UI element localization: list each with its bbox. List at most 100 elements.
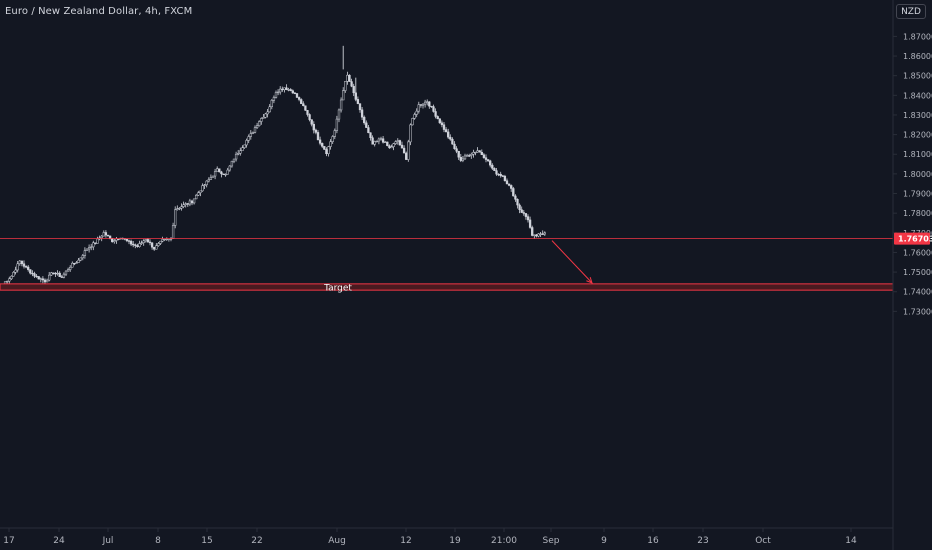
candle-body bbox=[81, 255, 84, 259]
price-tick-label: 1.84000 bbox=[903, 91, 932, 100]
price-tick-label: 1.78000 bbox=[903, 209, 932, 218]
candle-body bbox=[153, 246, 156, 250]
candle-body bbox=[94, 242, 97, 244]
candle-body bbox=[415, 110, 418, 115]
time-tick-label: 22 bbox=[251, 536, 262, 546]
candle-body bbox=[480, 151, 483, 156]
candle-body bbox=[426, 101, 429, 103]
candle-body bbox=[276, 91, 280, 94]
candle-body bbox=[241, 147, 244, 152]
currency-button[interactable]: NZD bbox=[896, 4, 926, 19]
candle-body bbox=[218, 168, 221, 173]
price-tick-label: 1.79000 bbox=[903, 190, 932, 199]
candle-body bbox=[360, 109, 364, 118]
time-axis[interactable]: 17 24 Jul 8 15 22 Aug 12 19 21:00 Sep 9 16 23 Oct 14 bbox=[3, 528, 857, 546]
candle-body bbox=[52, 272, 55, 274]
candle-body bbox=[199, 190, 202, 193]
candle-body bbox=[396, 140, 399, 142]
candle-body bbox=[176, 208, 179, 211]
candle-body bbox=[220, 171, 223, 175]
price-tick-label: 1.74000 bbox=[903, 288, 932, 297]
candle-body bbox=[226, 169, 229, 175]
time-tick-label: 8 bbox=[155, 536, 161, 546]
candle-body bbox=[440, 122, 444, 126]
candle-body bbox=[419, 104, 423, 106]
candle-body bbox=[48, 274, 51, 281]
candle-body bbox=[524, 213, 528, 217]
candle-body bbox=[155, 245, 158, 250]
candle-body bbox=[102, 232, 105, 237]
candle-body bbox=[398, 140, 402, 146]
candle-body bbox=[329, 141, 332, 147]
projection-arrow[interactable] bbox=[551, 240, 593, 284]
candle-body bbox=[514, 195, 517, 200]
candle-body bbox=[537, 233, 540, 237]
candle-body bbox=[518, 204, 521, 210]
candle-body bbox=[182, 204, 185, 207]
candle-body bbox=[33, 273, 36, 277]
candle-body bbox=[192, 198, 196, 204]
time-tick-label: Aug bbox=[328, 536, 346, 546]
candle-body bbox=[62, 273, 66, 278]
candle-body bbox=[375, 140, 378, 143]
candle-body bbox=[111, 237, 114, 243]
candle-body bbox=[337, 109, 341, 120]
target-zone[interactable] bbox=[0, 283, 894, 291]
candle-body bbox=[18, 260, 21, 265]
time-tick-label: 23 bbox=[697, 536, 708, 546]
candle-body bbox=[163, 238, 166, 241]
time-tick-label: 14 bbox=[845, 536, 857, 546]
candle-body bbox=[41, 278, 45, 281]
price-tick-label: 1.83000 bbox=[903, 111, 932, 120]
time-tick-label: 9 bbox=[601, 536, 607, 546]
candle-body bbox=[150, 242, 154, 248]
candle-body bbox=[314, 129, 318, 133]
candle-body bbox=[64, 270, 68, 275]
candle-body bbox=[358, 103, 362, 111]
price-tick-label: 1.75000 bbox=[903, 268, 932, 277]
candle-body bbox=[247, 136, 250, 141]
candle-body bbox=[413, 114, 416, 119]
candle-body bbox=[113, 240, 116, 243]
candle-body bbox=[43, 279, 47, 283]
candle-body bbox=[409, 124, 412, 143]
candle-body bbox=[436, 116, 439, 119]
candle-body bbox=[531, 227, 534, 236]
candle-body bbox=[310, 119, 313, 125]
candle-body bbox=[318, 139, 322, 144]
candle-body bbox=[497, 173, 500, 176]
candle-body bbox=[453, 143, 456, 149]
candle-body bbox=[174, 209, 177, 226]
candle-body bbox=[12, 272, 15, 277]
candle-body bbox=[129, 240, 133, 245]
symbol-title[interactable]: Euro / New Zealand Dollar, 4h, FXCM bbox=[5, 6, 193, 17]
candle-body bbox=[543, 232, 546, 235]
candle-body bbox=[495, 170, 498, 175]
candle-body bbox=[106, 234, 110, 237]
candle-body bbox=[474, 151, 477, 154]
candle-body bbox=[457, 150, 460, 158]
price-axis[interactable]: 1.87000 1.86000 1.85000 1.84000 1.83000 1.820… bbox=[893, 32, 932, 316]
candle-body bbox=[493, 168, 496, 171]
candle-body bbox=[478, 150, 481, 153]
candle-body bbox=[197, 192, 200, 196]
candle-body bbox=[213, 171, 217, 177]
candle-body bbox=[138, 243, 141, 247]
candle-body bbox=[37, 276, 40, 280]
candle-body bbox=[134, 244, 137, 246]
candle-body bbox=[10, 275, 13, 280]
candle-body bbox=[541, 233, 544, 235]
price-tick-label: 1.76000 bbox=[903, 248, 932, 257]
candle-body bbox=[325, 149, 328, 155]
price-tick-label: 1.85000 bbox=[903, 72, 932, 81]
candle-body bbox=[344, 81, 347, 91]
candle-body bbox=[400, 144, 404, 149]
candle-body bbox=[31, 272, 34, 275]
candle-body bbox=[245, 140, 248, 146]
candle-body bbox=[272, 97, 276, 101]
candle-body bbox=[96, 238, 99, 244]
candle-body bbox=[505, 180, 509, 185]
candle-body bbox=[136, 245, 139, 247]
candle-body bbox=[379, 138, 383, 140]
